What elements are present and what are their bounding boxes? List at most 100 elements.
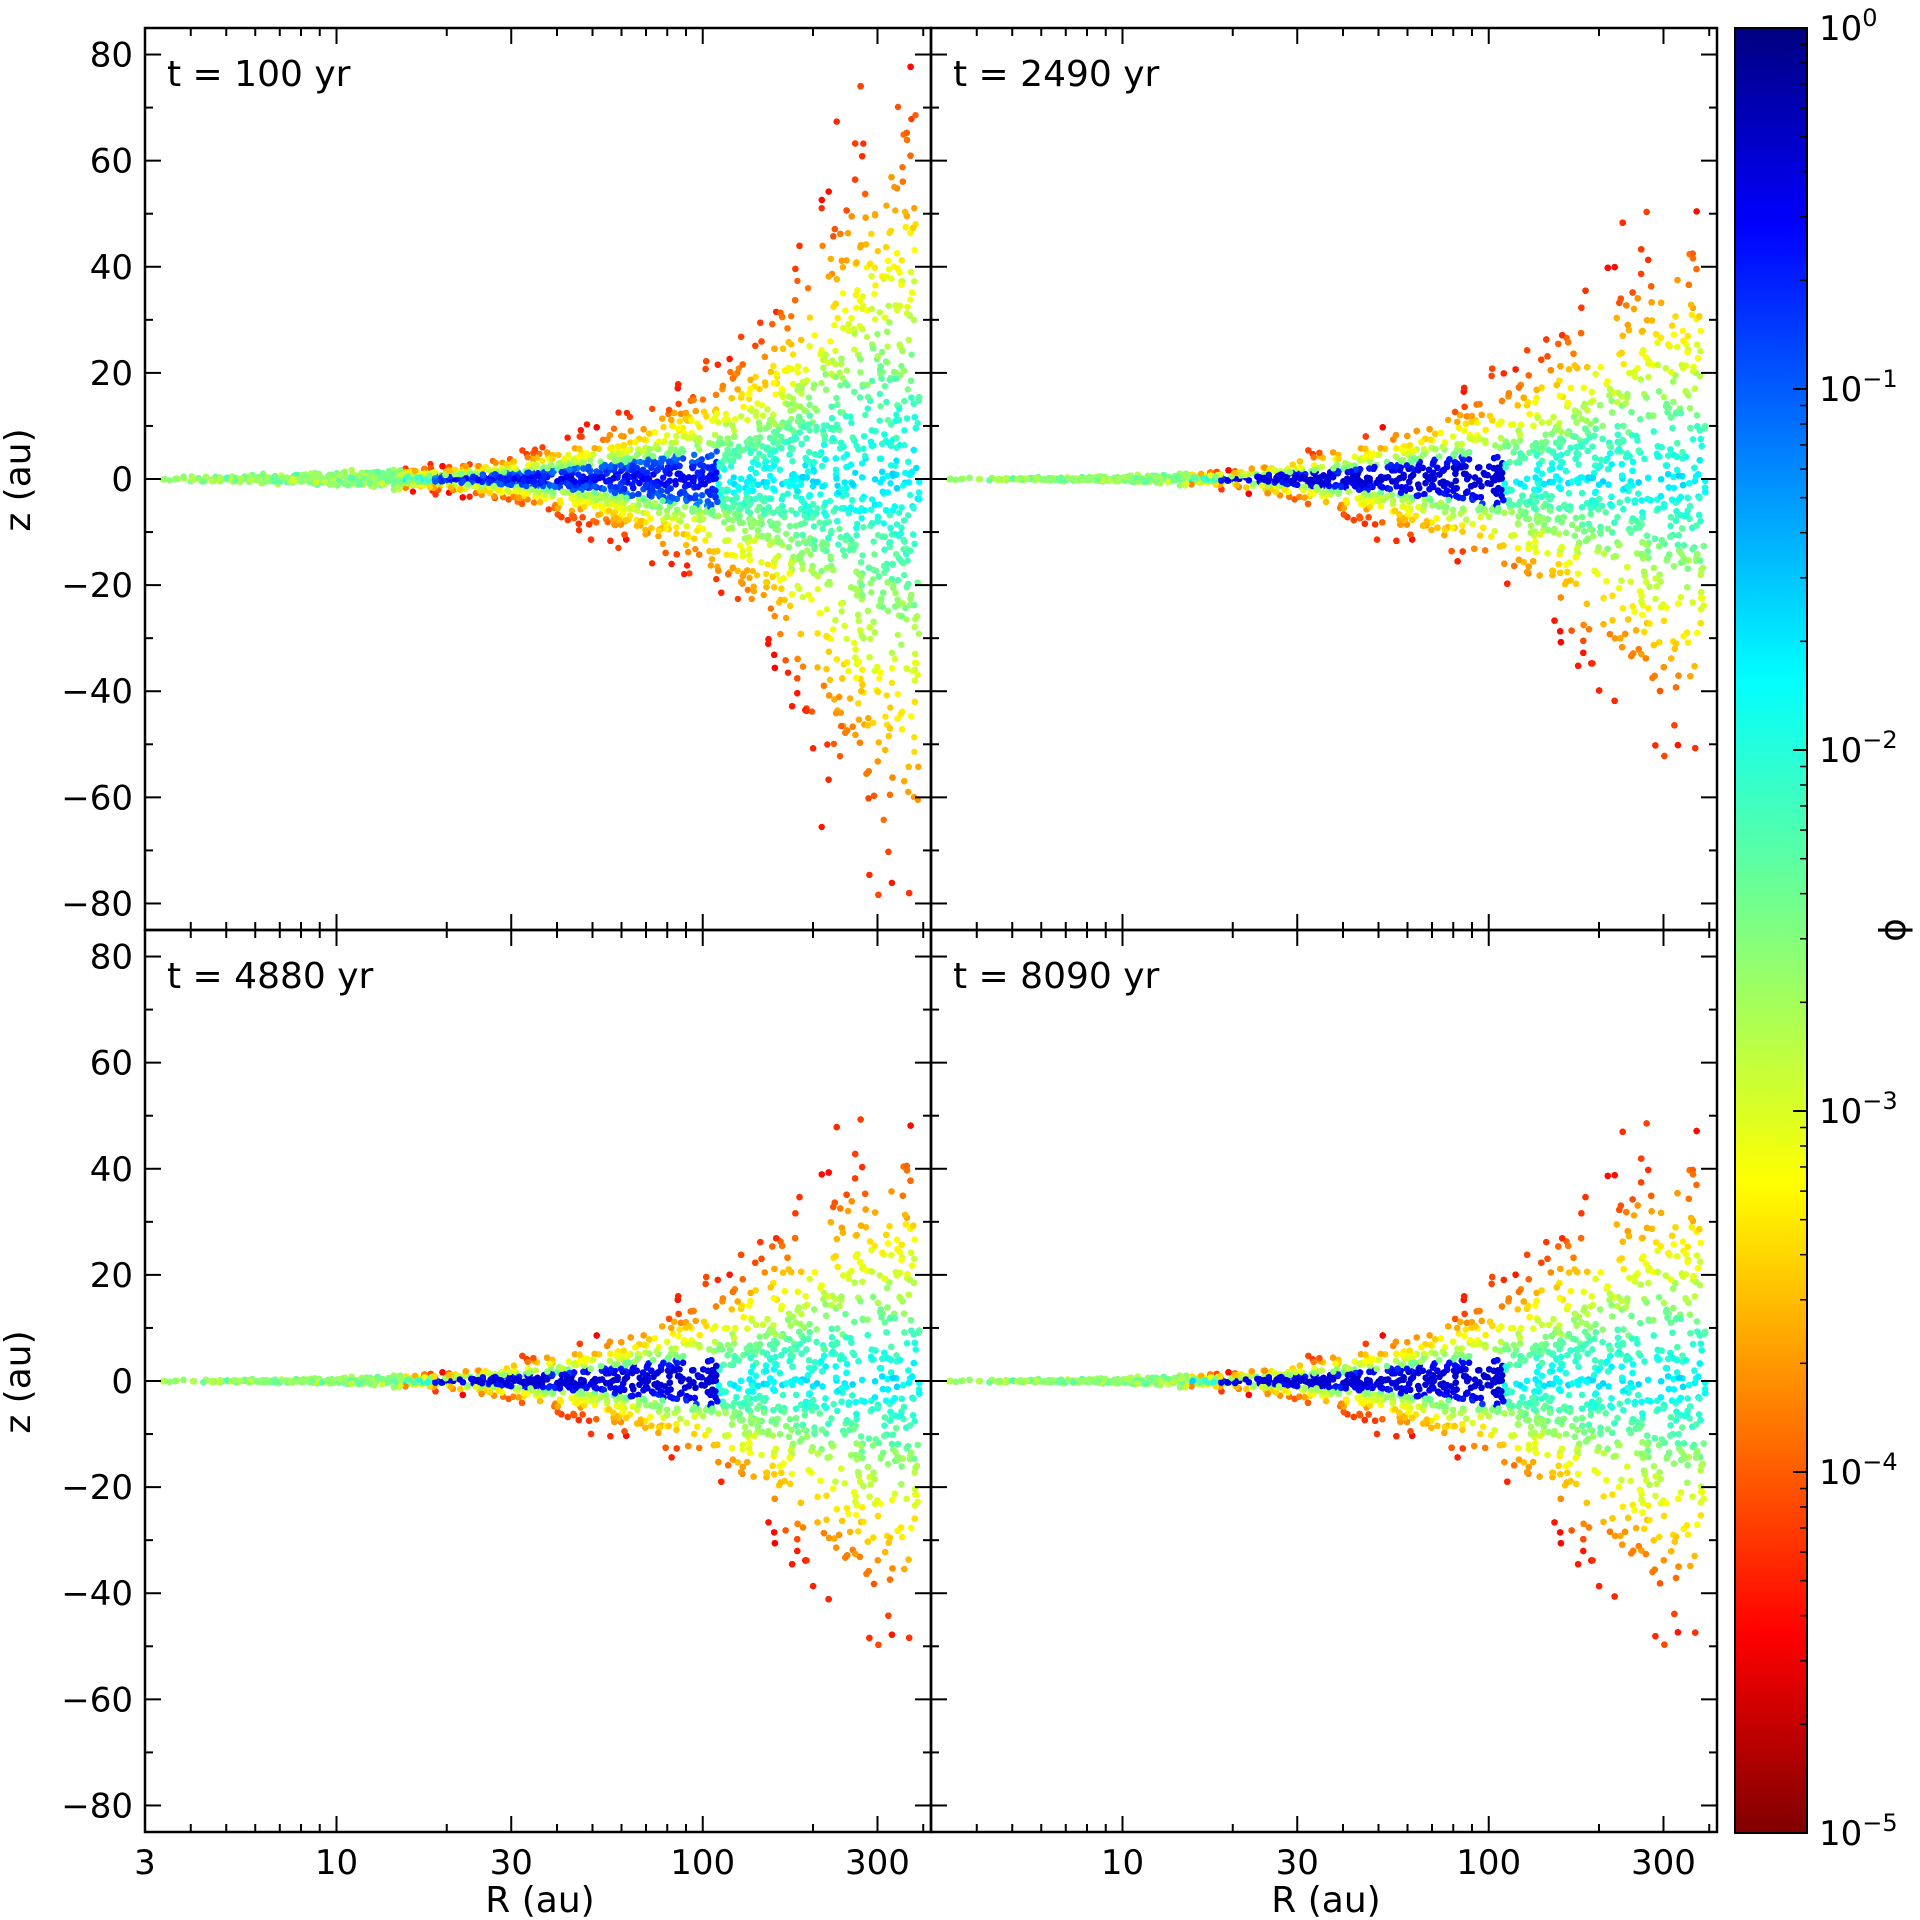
- scatter-point: [794, 488, 801, 495]
- scatter-point: [831, 321, 838, 329]
- scatter-point: [673, 530, 680, 537]
- scatter-point: [838, 360, 845, 367]
- scatter-point: [649, 405, 656, 412]
- scatter-point: [843, 257, 850, 264]
- scatter-point: [788, 507, 795, 514]
- scatter-point: [871, 476, 879, 483]
- scatter-point: [830, 566, 837, 574]
- scatter-point: [694, 469, 702, 476]
- scatter-point: [734, 567, 741, 574]
- scatter-point: [860, 445, 867, 452]
- scatter-point: [689, 508, 696, 515]
- scatter-point: [632, 438, 639, 446]
- scatter-point: [637, 518, 644, 525]
- scatter-point: [840, 547, 847, 554]
- scatter-point: [900, 536, 907, 544]
- scatter-point: [901, 427, 908, 434]
- scatter-point: [787, 602, 794, 609]
- scatter-point: [607, 537, 614, 544]
- scatter-point: [539, 444, 546, 451]
- scatter-point: [827, 553, 834, 560]
- scatter-point: [442, 471, 449, 479]
- scatter-point: [668, 560, 675, 568]
- scatter-point: [523, 482, 530, 490]
- scatter-point: [791, 433, 798, 441]
- scatter-point: [896, 405, 903, 413]
- scatter-point: [848, 537, 855, 544]
- scatter-point: [585, 521, 593, 528]
- scatter-point: [720, 519, 728, 526]
- scatter-point: [912, 112, 919, 119]
- scatter-point: [871, 212, 879, 219]
- scatter-point: [575, 520, 582, 527]
- scatter-point: [874, 531, 882, 539]
- scatter-point: [683, 562, 691, 569]
- scatter-point: [627, 439, 634, 446]
- scatter-point: [325, 473, 332, 480]
- scatter-point: [684, 531, 691, 538]
- scatter-point: [770, 379, 778, 387]
- scatter-point: [836, 752, 844, 760]
- scatter-point: [600, 485, 607, 493]
- scatter-point: [799, 565, 806, 572]
- scatter-point: [880, 816, 887, 823]
- scatter-point: [794, 277, 801, 285]
- scatter-point: [714, 361, 721, 368]
- scatter-point: [792, 510, 800, 517]
- scatter-point: [904, 386, 911, 393]
- scatter-point: [876, 501, 883, 508]
- scatter-point: [747, 385, 754, 393]
- scatter-point: [801, 512, 808, 520]
- scatter-point: [776, 438, 783, 445]
- scatter-point: [874, 758, 881, 765]
- scatter-point: [811, 543, 818, 550]
- scatter-point: [834, 482, 841, 489]
- scatter-point: [832, 466, 840, 473]
- scatter-point: [475, 477, 482, 484]
- scatter-point: [865, 795, 872, 802]
- scatter-point: [790, 553, 797, 561]
- scatter-point: [789, 351, 797, 358]
- scatter-point: [845, 510, 852, 517]
- scatter-point: [595, 511, 602, 519]
- scatter-point: [559, 488, 566, 495]
- scatter-point: [610, 475, 617, 482]
- scatter-point: [538, 477, 546, 485]
- scatter-point: [849, 434, 856, 441]
- scatter-point: [655, 509, 663, 516]
- scatter-point: [887, 462, 895, 469]
- scatter-point: [603, 478, 610, 485]
- scatter-point: [691, 535, 698, 542]
- scatter-point: [673, 551, 680, 558]
- scatter-point: [885, 732, 892, 740]
- scatter-point: [829, 626, 837, 633]
- scatter-point: [735, 365, 742, 372]
- scatter-point: [592, 476, 599, 483]
- scatter-point: [367, 478, 374, 485]
- scatter-point: [256, 476, 264, 483]
- scatter-point: [716, 463, 723, 470]
- scatter-point: [893, 551, 900, 558]
- scatter-point: [857, 627, 864, 634]
- scatter-point: [746, 500, 754, 508]
- scatter-point: [876, 309, 883, 316]
- scatter-point: [677, 518, 684, 525]
- scatter-point: [890, 368, 898, 376]
- scatter-point: [747, 465, 755, 473]
- scatter-point: [794, 675, 801, 682]
- scatter-point: [889, 507, 897, 514]
- scatter-point: [864, 722, 871, 729]
- scatter-point: [880, 589, 887, 596]
- scatter-point: [886, 319, 893, 326]
- scatter-point: [908, 115, 915, 123]
- scatter-point: [756, 385, 763, 393]
- scatter-point: [870, 719, 877, 727]
- scatter-point: [810, 523, 818, 530]
- scatter-point: [656, 527, 663, 535]
- scatter-point: [762, 458, 770, 465]
- scatter-point: [635, 501, 642, 509]
- scatter-point: [811, 537, 818, 544]
- scatter-point: [677, 410, 685, 417]
- scatter-point: [817, 350, 824, 358]
